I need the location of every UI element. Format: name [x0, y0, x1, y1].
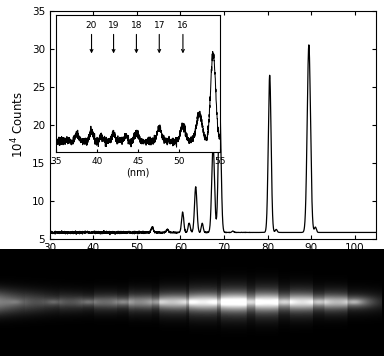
X-axis label: Wavelength (nm): Wavelength (nm) [146, 259, 281, 273]
Y-axis label: 10$^4$ Counts: 10$^4$ Counts [10, 91, 26, 158]
